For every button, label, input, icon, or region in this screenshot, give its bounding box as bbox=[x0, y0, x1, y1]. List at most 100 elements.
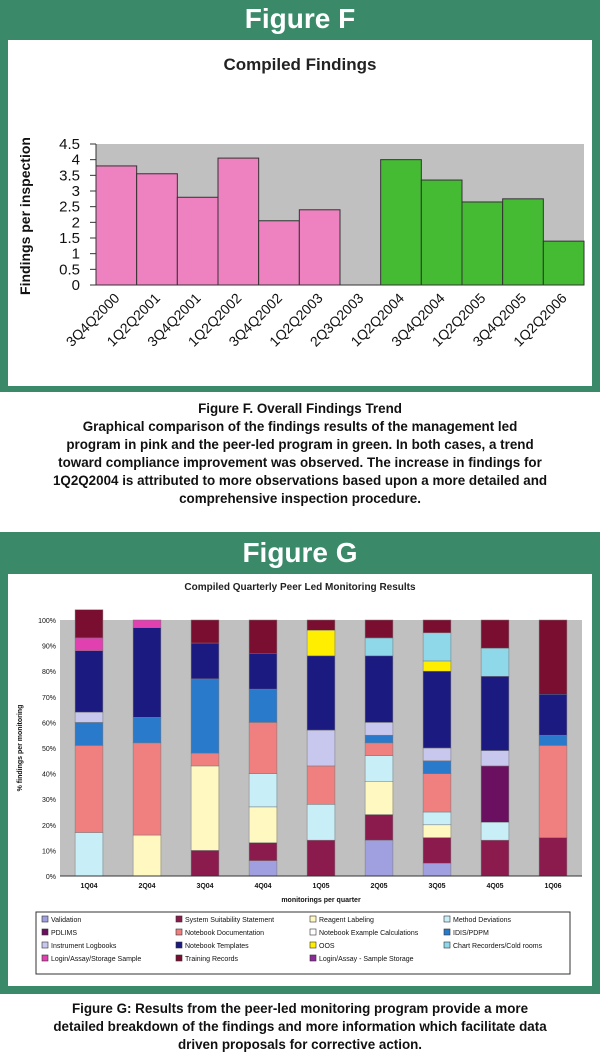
stacked-segment bbox=[538, 745, 568, 838]
legend-swatch bbox=[443, 915, 451, 923]
legend-label: Notebook Documentation bbox=[185, 930, 264, 937]
chart-title: Compiled Findings bbox=[224, 55, 377, 74]
legend-label: Method Deviations bbox=[453, 917, 511, 924]
y-tick-label: 0.5 bbox=[59, 261, 80, 278]
stacked-segment bbox=[306, 765, 336, 805]
stacked-segment bbox=[190, 619, 220, 644]
bar bbox=[542, 240, 585, 286]
stacked-segment bbox=[480, 619, 510, 649]
stacked-segment bbox=[190, 642, 220, 680]
stacked-segment bbox=[364, 742, 394, 756]
stacked-segment bbox=[422, 619, 452, 634]
legend-label: System Suitability Statement bbox=[185, 917, 274, 924]
y-axis-label: Findings per inspection bbox=[17, 137, 33, 295]
stacked-segment bbox=[480, 765, 510, 823]
stacked-segment bbox=[422, 773, 452, 813]
legend-label: Training Records bbox=[185, 956, 239, 963]
y-tick-label: 70% bbox=[42, 695, 56, 702]
stacked-segment bbox=[248, 806, 278, 843]
stacked-segment bbox=[422, 660, 452, 672]
stacked-segment bbox=[364, 734, 394, 744]
stacked-segment bbox=[422, 824, 452, 838]
stacked-segment bbox=[190, 765, 220, 851]
stacked-segment bbox=[364, 619, 394, 639]
x-tick-label: 2Q04 bbox=[138, 883, 155, 890]
stacked-segment bbox=[132, 717, 162, 744]
stacked-segment bbox=[538, 693, 568, 736]
stacked-segment bbox=[248, 860, 278, 877]
y-tick-label: 30% bbox=[42, 797, 56, 804]
stacked-segment bbox=[248, 653, 278, 690]
bar bbox=[502, 198, 544, 286]
stacked-segment bbox=[248, 842, 278, 861]
y-tick-label: 1 bbox=[72, 246, 80, 263]
stacked-segment bbox=[74, 637, 104, 651]
stacked-segment bbox=[422, 747, 452, 762]
y-tick-label: 50% bbox=[42, 746, 56, 753]
y-tick-label: 10% bbox=[42, 848, 56, 855]
stacked-segment bbox=[422, 837, 452, 864]
stacked-segment bbox=[306, 729, 336, 767]
stacked-segment bbox=[364, 814, 394, 841]
chart-title: Compiled Quarterly Peer Led Monitoring R… bbox=[184, 582, 416, 593]
stacked-segment bbox=[248, 688, 278, 723]
figure-f-banner: Figure F bbox=[0, 0, 600, 38]
stacked-segment bbox=[74, 745, 104, 833]
compiled-findings-chart: Compiled Findings Findings per inspection… bbox=[17, 55, 585, 350]
y-tick-label: 2 bbox=[72, 214, 80, 231]
legend-label: Login/Assay - Sample Storage bbox=[319, 956, 414, 963]
x-tick-label: 4Q04 bbox=[254, 883, 271, 890]
y-tick-label: 3.5 bbox=[59, 167, 80, 184]
legend-label: Chart Recorders/Cold rooms bbox=[453, 943, 543, 950]
stacked-segment bbox=[248, 619, 278, 654]
stacked-segment bbox=[74, 609, 104, 639]
legend-swatch bbox=[41, 915, 49, 923]
stacked-segment bbox=[132, 742, 162, 836]
figure-g-caption: Figure G: Results from the peer-led moni… bbox=[0, 1000, 600, 1056]
y-tick-label: 1.5 bbox=[59, 230, 80, 247]
y-tick-label: 20% bbox=[42, 823, 56, 830]
bar bbox=[217, 157, 260, 286]
y-tick-label: 60% bbox=[42, 720, 56, 727]
stacked-segment bbox=[364, 637, 394, 657]
stacked-segment bbox=[422, 862, 452, 877]
figure-g-frame: Figure G Compiled Quarterly Peer Led Mon… bbox=[0, 532, 600, 994]
legend-swatch bbox=[309, 941, 317, 949]
bar bbox=[176, 196, 219, 286]
legend-swatch bbox=[309, 954, 317, 962]
stacked-segment bbox=[480, 750, 510, 767]
legend-label: Login/Assay/Storage Sample bbox=[51, 956, 141, 963]
figure-g-caption-line: detailed breakdown of the findings and m… bbox=[53, 1019, 547, 1034]
stacked-segment bbox=[306, 655, 336, 731]
legend-swatch bbox=[175, 941, 183, 949]
stacked-segment bbox=[538, 837, 568, 877]
y-tick-label: 4.5 bbox=[59, 136, 80, 153]
legend-swatch bbox=[443, 941, 451, 949]
figure-g-banner: Figure G bbox=[0, 534, 600, 572]
stacked-segment bbox=[306, 839, 336, 877]
stacked-segment bbox=[364, 655, 394, 723]
stacked-segment bbox=[364, 781, 394, 815]
legend-label: Reagent Labeling bbox=[319, 917, 374, 924]
stacked-segment bbox=[132, 619, 162, 628]
y-tick-label: 3 bbox=[72, 183, 80, 200]
legend-swatch bbox=[443, 928, 451, 936]
legend-swatch bbox=[175, 928, 183, 936]
legend-swatch bbox=[175, 954, 183, 962]
y-tick-label: 2.5 bbox=[59, 199, 80, 216]
bar bbox=[95, 165, 138, 286]
stacked-segment bbox=[480, 839, 510, 877]
stacked-segment bbox=[422, 632, 452, 662]
stacked-segment bbox=[74, 832, 104, 877]
stacked-segment bbox=[306, 804, 336, 841]
stacked-segment bbox=[248, 722, 278, 774]
legend-box bbox=[35, 911, 571, 975]
stacked-segment bbox=[364, 839, 394, 877]
stacked-segment bbox=[422, 760, 452, 774]
y-axis-label: % findings per monitoring bbox=[17, 705, 24, 792]
legend-label: Notebook Example Calculations bbox=[319, 930, 419, 937]
stacked-segment bbox=[248, 773, 278, 808]
bar bbox=[420, 179, 463, 286]
legend-swatch bbox=[41, 928, 49, 936]
figure-f-caption-line: toward compliance improvement was observ… bbox=[58, 455, 542, 470]
